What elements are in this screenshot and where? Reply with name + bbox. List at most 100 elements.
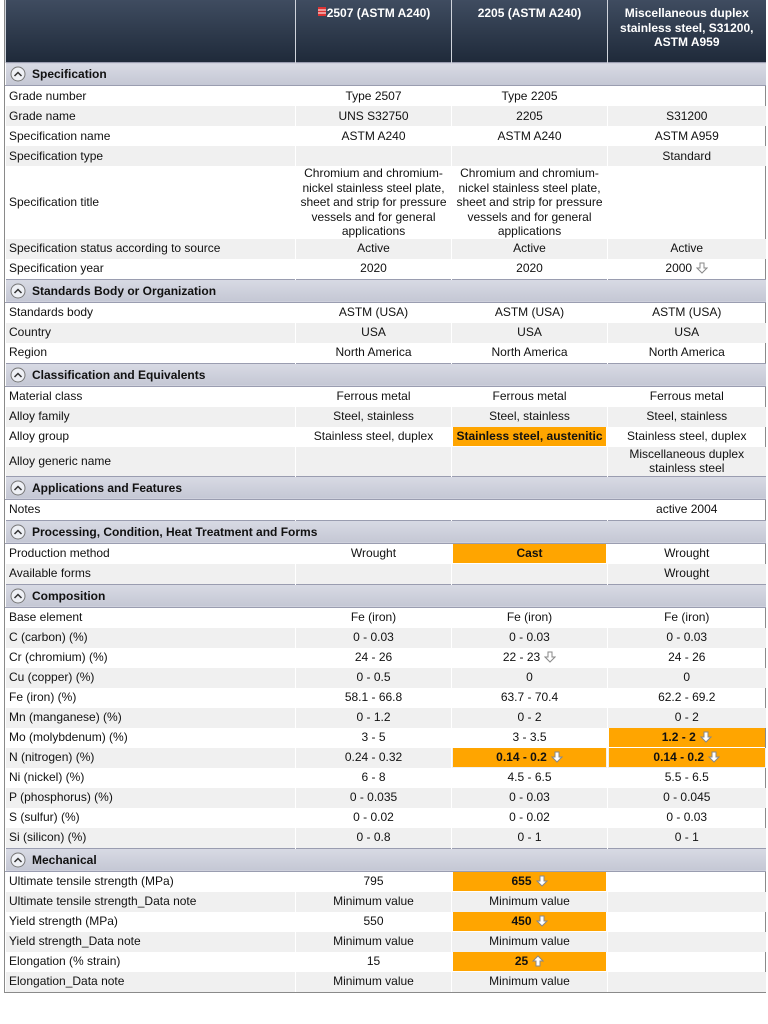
value-cell: Fe (iron) (295, 607, 452, 628)
cell-value: 22 - 23 (502, 650, 541, 665)
value-cell: 2020 (451, 258, 608, 279)
cell-value: active 2004 (656, 502, 718, 517)
cell-value: Fe (iron) (506, 610, 553, 625)
row-label-cell: Alloy group (5, 426, 296, 447)
row-label-cell: Fe (iron) (%) (5, 687, 296, 708)
section-header[interactable]: Specification (5, 62, 766, 86)
section-header[interactable]: Mechanical (5, 847, 766, 872)
value-cell: Stainless steel, duplex (295, 426, 452, 447)
cell-value: Type 2507 (345, 88, 402, 103)
value-cell: UNS S32750 (295, 106, 452, 126)
value-cell: North America (451, 342, 608, 363)
value-cell: Miscellaneous duplex stainless steel (607, 446, 766, 476)
row-label-cell: Mn (manganese) (%) (5, 707, 296, 728)
value-cell (295, 146, 452, 166)
value-cell: ASTM (USA) (295, 302, 452, 323)
arrow-down (543, 651, 557, 663)
section-row: Specification (5, 62, 766, 86)
value-cell: 0 - 1.2 (295, 707, 452, 728)
cell-value: ASTM A240 (497, 128, 562, 143)
value-cell (607, 166, 766, 239)
row-label-cell: Region (5, 342, 296, 363)
section-title: Composition (32, 588, 106, 603)
section-header[interactable]: Classification and Equivalents (5, 362, 766, 387)
row-label: Cu (copper) (%) (9, 670, 95, 685)
value-cell: Wrought (295, 543, 452, 564)
value-cell: 655 (451, 871, 608, 892)
value-cell: USA (451, 322, 608, 343)
cell-value: 25 (514, 954, 529, 969)
value-cell: 0.14 - 0.2 (607, 747, 766, 768)
cell-value: North America (491, 345, 568, 360)
cell-value: 0 - 0.03 (509, 630, 550, 645)
row-label-cell: N (nitrogen) (%) (5, 747, 296, 768)
value-cell (295, 446, 452, 476)
value-cell: Chromium and chromium-nickel stainless s… (451, 166, 608, 239)
cell-value: 0 - 1.2 (356, 710, 391, 725)
value-cell: Ferrous metal (607, 386, 766, 407)
row-label-cell: Ni (nickel) (%) (5, 767, 296, 788)
cell-value: 1.2 - 2 (661, 730, 696, 745)
value-cell: 0 - 1 (607, 827, 766, 848)
cell-value: 0 - 0.035 (349, 790, 398, 805)
cell-value: Standard (662, 148, 712, 163)
cell-value: 0.14 - 0.2 (496, 750, 547, 765)
row-label-cell: Specification name (5, 126, 296, 146)
value-cell: 0.24 - 0.32 (295, 747, 452, 768)
value-cell: ASTM A240 (451, 126, 608, 146)
data-row: Standards body ASTM (USA) ASTM (USA) ASTM (… (5, 302, 766, 323)
value-cell (607, 911, 766, 932)
cell-value: Fe (iron) (664, 610, 710, 625)
cell-value: Active (513, 241, 546, 256)
value-cell (607, 891, 766, 912)
value-cell: 4.5 - 6.5 (451, 767, 608, 788)
value-cell (607, 931, 766, 952)
data-row: Fe (iron) (%) 58.1 - 66.8 63.7 - 70.4 62.2 … (5, 687, 766, 708)
cell-value: 550 (363, 914, 384, 929)
data-row: Elongation (% strain) 15 25 (5, 951, 766, 972)
cell-value: Stainless steel, duplex (313, 429, 434, 444)
cell-value: USA (674, 325, 700, 340)
cell-value: UNS S32750 (338, 108, 409, 123)
cell-value: Active (670, 241, 704, 256)
highlight: Cast (453, 544, 606, 563)
row-label-cell: Elongation_Data note (5, 971, 296, 992)
cell-value: 15 (366, 954, 381, 969)
cell-value: Minimum value (489, 974, 570, 989)
data-row: Cr (chromium) (%) 24 - 26 22 - 23 24 - 26 (5, 647, 766, 668)
row-label-cell: Production method (5, 543, 296, 564)
section-header[interactable]: Standards Body or Organization (5, 278, 766, 303)
section-header[interactable]: Applications and Features (5, 475, 766, 500)
section-header[interactable]: Composition (5, 583, 766, 608)
row-label: S (sulfur) (%) (9, 810, 80, 825)
arrow-down (695, 262, 709, 274)
value-cell: 0 - 0.5 (295, 667, 452, 688)
value-cell: 1.2 - 2 (607, 727, 766, 748)
comparison-table: 2507 (ASTM A240) 2205 (ASTM A240) Miscella… (5, 0, 766, 992)
cell-value: 2020 (360, 261, 387, 276)
row-label: Fe (iron) (%) (9, 690, 77, 705)
value-cell: 0 - 0.03 (295, 627, 452, 648)
value-cell: 5.5 - 6.5 (607, 767, 766, 788)
cell-value: Cast (516, 546, 543, 561)
section-header[interactable]: Processing, Condition, Heat Treatment an… (5, 519, 766, 544)
cell-value: 0 - 2 (517, 710, 542, 725)
cell-value: 24 - 26 (354, 650, 393, 665)
row-label-cell: Country (5, 322, 296, 343)
cell-value: Wrought (664, 566, 710, 581)
value-cell: 63.7 - 70.4 (451, 687, 608, 708)
cell-value: 0 - 0.03 (666, 630, 708, 645)
row-label-cell: Notes (5, 499, 296, 520)
row-label: Ultimate tensile strength (MPa) (9, 874, 174, 889)
value-cell: Cast (451, 543, 608, 564)
data-row: Si (silicon) (%) 0 - 0.8 0 - 1 0 - 1 (5, 827, 766, 848)
data-row: Notes active 2004 (5, 499, 766, 520)
cell-value: 0 - 0.5 (356, 670, 391, 685)
cell-value: Wrought (350, 546, 397, 561)
data-row: Production method Wrought Cast Wrought (5, 543, 766, 564)
value-cell: North America (607, 342, 766, 363)
value-cell: active 2004 (607, 499, 766, 520)
value-cell: Fe (iron) (451, 607, 608, 628)
data-row: Yield strength_Data note Minimum value Min… (5, 931, 766, 952)
value-cell: 0 - 0.035 (295, 787, 452, 808)
